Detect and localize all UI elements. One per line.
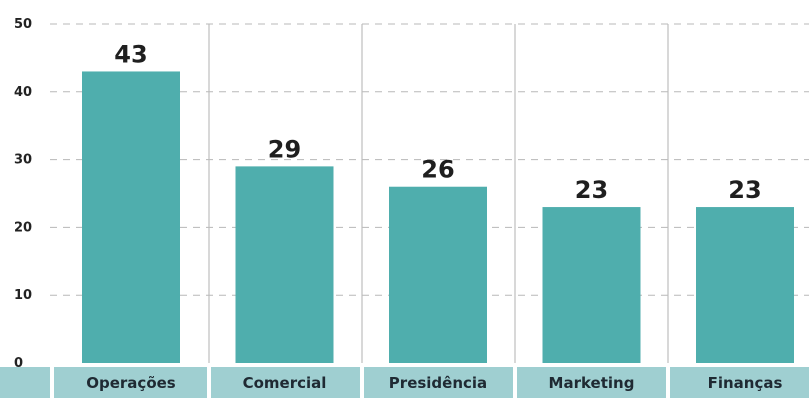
category-band (54, 367, 207, 398)
bar (235, 166, 334, 363)
category-band (670, 367, 809, 398)
bar-value-label: 23 (728, 176, 761, 204)
y-axis-ticks: 0 10 20 30 40 50 (14, 17, 32, 371)
category-label: Presidência (389, 374, 487, 392)
category-label: Comercial (243, 374, 327, 392)
y-tick-label: 30 (14, 153, 32, 168)
y-tick-label: 40 (14, 85, 32, 100)
bar-value-label: 26 (421, 156, 454, 184)
y-tick-label: 0 (14, 356, 23, 371)
category-label: Finanças (708, 374, 783, 392)
category-band (364, 367, 513, 398)
bars (82, 71, 794, 364)
y-tick-label: 20 (14, 220, 32, 235)
category-band (211, 367, 360, 398)
bar-value-label: 43 (114, 40, 147, 68)
category-labels: Operações Comercial Presidência Marketing Fi… (86, 374, 782, 392)
category-band (517, 367, 666, 398)
data-labels: 43 29 26 23 23 (114, 40, 761, 204)
bar (542, 207, 641, 363)
column-separators (208, 24, 669, 363)
category-bands (0, 367, 809, 398)
bar-value-label: 29 (268, 135, 301, 163)
bar (696, 207, 794, 363)
bar (82, 71, 180, 364)
y-tick-label: 50 (14, 17, 32, 32)
bar-value-label: 23 (575, 176, 608, 204)
category-label: Marketing (549, 374, 635, 392)
category-band-corner (0, 367, 50, 398)
category-label: Operações (86, 374, 176, 392)
bar (389, 186, 487, 363)
y-tick-label: 10 (14, 288, 32, 303)
